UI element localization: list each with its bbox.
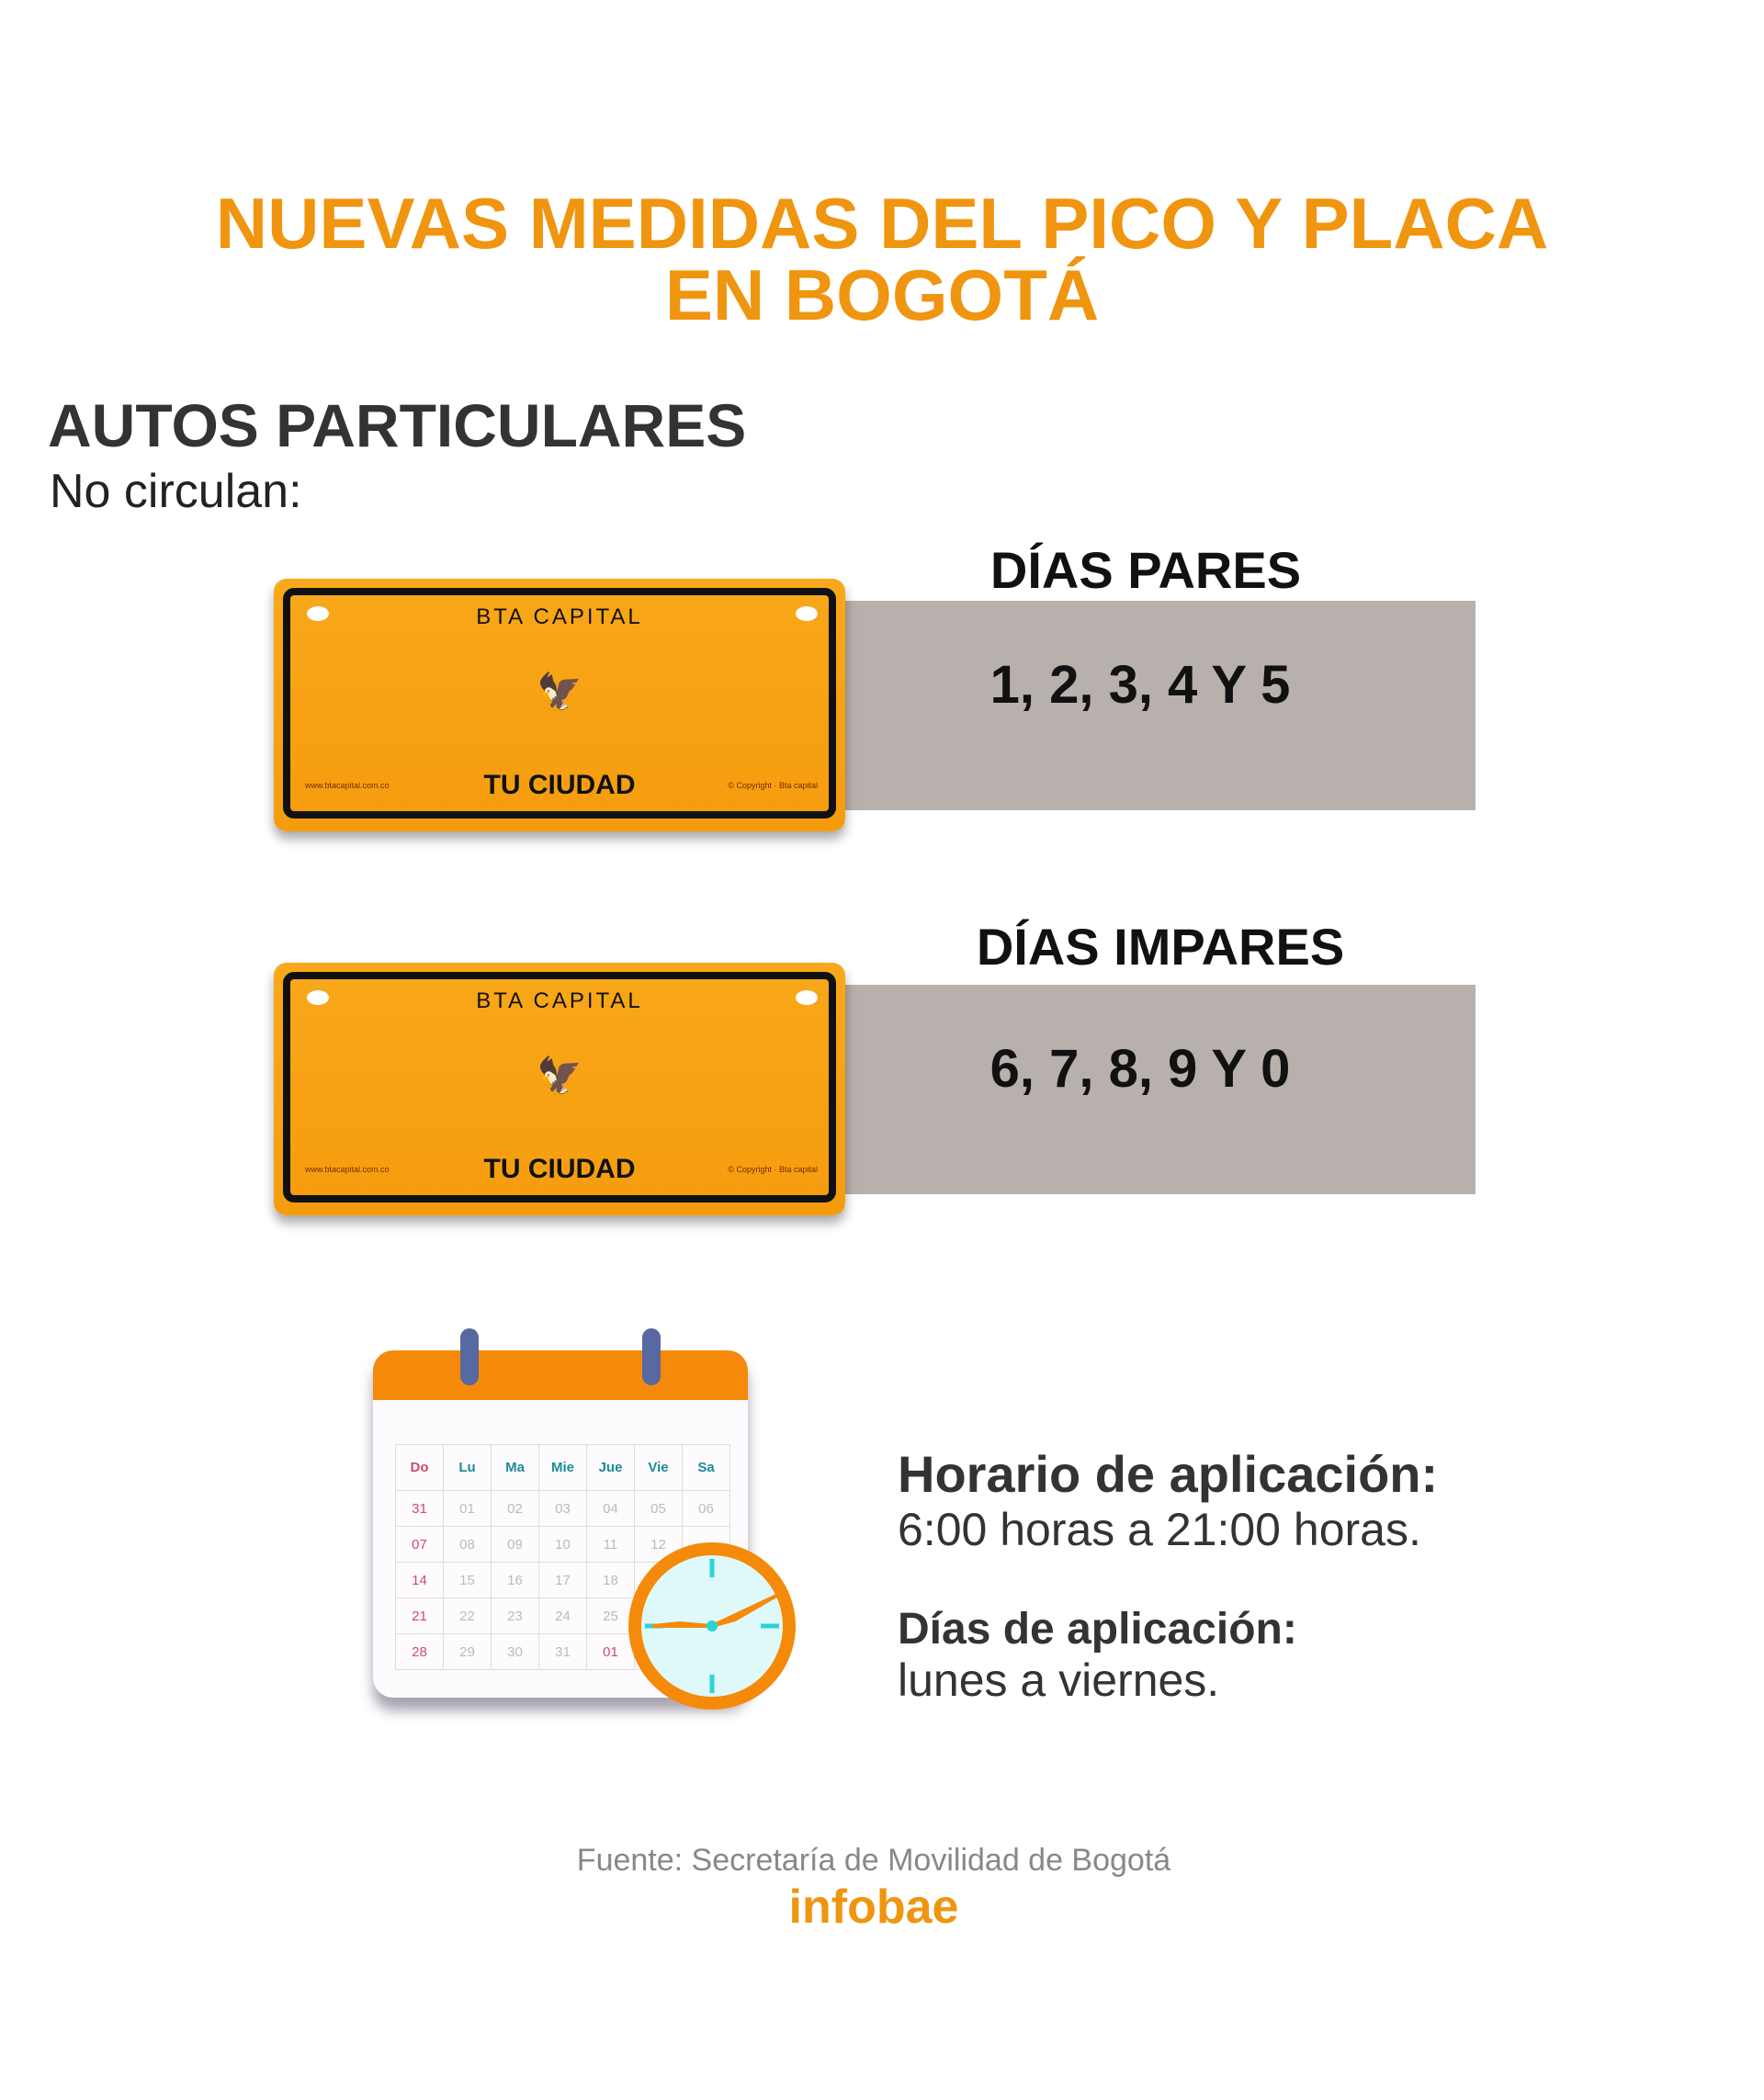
calendar-date-cell: 23 (491, 1598, 539, 1634)
calendar-date-cell: 18 (586, 1562, 635, 1598)
eagle-icon: 🦅 (537, 672, 582, 713)
calendar-date-cell: 16 (491, 1562, 539, 1598)
calendar-date-cell: 31 (395, 1490, 444, 1527)
calendar-day-header: Mie (538, 1444, 587, 1491)
even-days-digits: 1, 2, 3, 4 Y 5 (989, 655, 1291, 715)
calendar-date-cell: 15 (443, 1562, 492, 1598)
calendar-day-header: Sa (682, 1444, 730, 1491)
calendar-date-cell: 29 (443, 1633, 492, 1670)
calendar-date-cell: 22 (443, 1598, 492, 1634)
license-plate-image: BTA CAPITAL 🦅 TU CIUDAD www.btacapital.c… (274, 963, 845, 1215)
odd-days-label: DÍAS IMPARES (976, 918, 1345, 976)
clock-icon (628, 1542, 796, 1710)
days-value: lunes a viernes. (898, 1654, 1220, 1706)
plate-top-text: BTA CAPITAL (476, 604, 643, 629)
plate-top-text: BTA CAPITAL (476, 988, 643, 1013)
hours-value: 6:00 horas a 21:00 horas. (898, 1504, 1421, 1555)
calendar-day-header: Ma (491, 1444, 539, 1491)
calendar-day-header: Jue (586, 1444, 635, 1491)
plate-copyright: © Copyright · Bta capital (728, 781, 818, 790)
odd-days-digits: 6, 7, 8, 9 Y 0 (989, 1039, 1291, 1099)
plate-website: www.btacapital.com.co (305, 781, 390, 790)
calendar-ring (460, 1328, 479, 1385)
plate-bottom-text: TU CIUDAD (483, 1154, 636, 1184)
section-heading: AUTOS PARTICULARES (48, 391, 747, 459)
calendar-date-cell: 05 (634, 1490, 683, 1527)
plate-website: www.btacapital.com.co (305, 1165, 390, 1174)
calendar-date-cell: 14 (395, 1562, 444, 1598)
odd-days-bar (845, 985, 1476, 1194)
calendar-date-cell: 07 (395, 1526, 444, 1563)
calendar-date-cell: 17 (538, 1562, 587, 1598)
title-line-1: NUEVAS MEDIDAS DEL PICO Y PLACA (215, 183, 1549, 264)
section-subheading: No circulan: (50, 465, 302, 518)
calendar-date-cell: 02 (491, 1490, 539, 1527)
source-note: Fuente: Secretaría de Movilidad de Bogot… (576, 1843, 1171, 1878)
calendar-date-cell: 09 (491, 1526, 539, 1563)
hours-label: Horario de aplicación: (898, 1445, 1439, 1503)
calendar-date-cell: 04 (586, 1490, 635, 1527)
license-plate-image: BTA CAPITAL 🦅 TU CIUDAD www.btacapital.c… (274, 579, 845, 831)
calendar-date-cell: 01 (586, 1633, 635, 1670)
calendar-date-cell: 08 (443, 1526, 492, 1563)
calendar-date-cell: 10 (538, 1526, 587, 1563)
page-title: NUEVAS MEDIDAS DEL PICO Y PLACA EN BOGOT… (0, 187, 1764, 331)
even-days-label: DÍAS PARES (989, 541, 1302, 599)
calendar-day-header: Vie (634, 1444, 683, 1491)
calendar-date-cell: 31 (538, 1633, 587, 1670)
calendar-date-cell: 28 (395, 1633, 444, 1670)
calendar-date-cell: 30 (491, 1633, 539, 1670)
calendar-date-cell: 01 (443, 1490, 492, 1527)
days-label: Días de aplicación: (898, 1605, 1297, 1654)
calendar-day-header: Lu (443, 1444, 492, 1491)
calendar-date-cell: 06 (682, 1490, 730, 1527)
calendar-date-cell: 21 (395, 1598, 444, 1634)
calendar-ring (642, 1328, 661, 1385)
calendar-day-header: Do (395, 1444, 444, 1491)
brand-logo: infobae (788, 1880, 959, 1934)
plate-copyright: © Copyright · Bta capital (728, 1165, 818, 1174)
title-line-2: EN BOGOTÁ (664, 254, 1100, 335)
plate-bottom-text: TU CIUDAD (483, 770, 636, 800)
even-days-bar (845, 601, 1476, 810)
eagle-icon: 🦅 (537, 1056, 582, 1097)
calendar-date-cell: 03 (538, 1490, 587, 1527)
calendar-date-cell: 24 (538, 1598, 587, 1634)
